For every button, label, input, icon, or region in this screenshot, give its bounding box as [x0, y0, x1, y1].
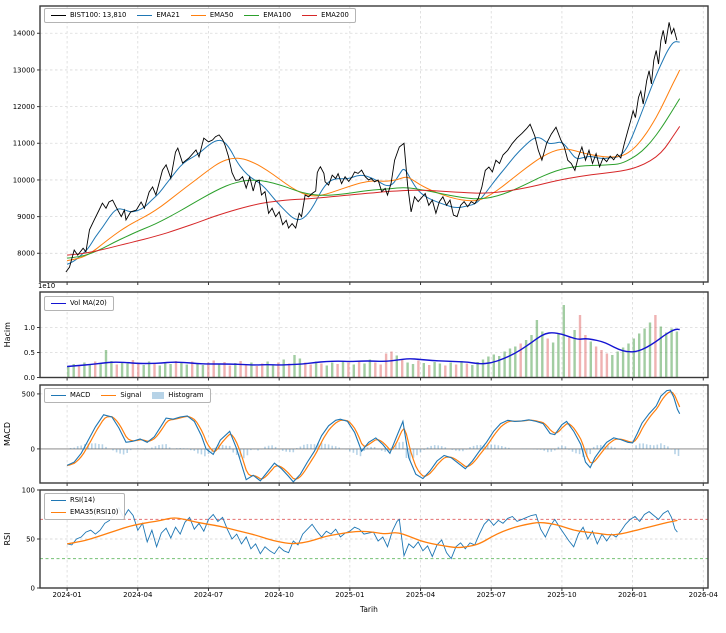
- macd-line: [66, 389, 681, 483]
- price-ytick-label: 11000: [13, 140, 35, 148]
- macd-histogram: [69, 441, 680, 461]
- price-ytick-label: 8000: [17, 250, 35, 258]
- rsi-ytick-label: 50: [26, 535, 35, 543]
- x-tick-label: 2025-07: [477, 591, 506, 599]
- legend-item: MACD: [51, 391, 90, 400]
- price-ytick-label: 14000: [13, 30, 35, 38]
- x-tick-label: 2024-01: [52, 591, 81, 599]
- price-panel-border: [39, 5, 709, 283]
- legend-label: Histogram: [168, 391, 204, 399]
- rsi-ylabel: RSI: [3, 533, 12, 546]
- price-ytick-label: 10000: [13, 176, 35, 184]
- macd-panel-border: [39, 384, 709, 484]
- macd-ytick-label: 0: [31, 445, 35, 453]
- price-ytick-label: 13000: [13, 66, 35, 74]
- legend-item: Signal: [101, 391, 141, 400]
- volume-bars: [67, 305, 679, 378]
- legend-line-swatch: [137, 14, 153, 16]
- macd-ylabel: MACD: [3, 422, 12, 446]
- volume-ytick-label: 0.5: [24, 349, 35, 357]
- x-tick-label: 2026-01: [618, 591, 647, 599]
- ema200-line: [67, 126, 681, 256]
- legend-label: EMA35(RSI10): [70, 507, 119, 516]
- rsi-ytick-label: 100: [22, 486, 35, 494]
- ema21-line: [66, 41, 680, 265]
- rsi-ema-line: [66, 517, 678, 549]
- legend-item: RSI(14): [51, 496, 95, 505]
- legend-label: EMA100: [263, 11, 292, 19]
- legend-label: BIST100: 13,810: [70, 11, 127, 19]
- legend-item: BIST100: 13,810: [51, 11, 126, 20]
- volume-ylabel: Hacim: [3, 322, 12, 348]
- legend-line-swatch: [51, 511, 66, 513]
- x-tick-label: 2025-04: [406, 591, 436, 599]
- legend-patch-swatch: [152, 391, 165, 399]
- legend-line-swatch: [101, 394, 117, 396]
- legend-item: EMA35(RSI10): [51, 508, 118, 517]
- macd-ytick-label: 500: [22, 390, 35, 398]
- legend-label: RSI(14): [70, 496, 95, 504]
- legend-item: EMA100: [244, 11, 291, 20]
- volume-panel: 0.0 0.5 1.0 Hacim: [3, 291, 709, 382]
- x-tick-label: 2025-01: [335, 591, 364, 599]
- signal-line: [67, 390, 681, 480]
- rsi-ytick-label: 0: [31, 584, 35, 592]
- volume-ytick-label: 1.0: [24, 324, 35, 332]
- volume-ma-line: [67, 328, 680, 368]
- legend-line-swatch: [302, 14, 318, 16]
- rsi-line: [67, 506, 678, 560]
- legend-line-swatch: [51, 499, 66, 501]
- x-axis-label: Tarih: [360, 605, 378, 614]
- legend-line-swatch: [51, 14, 66, 16]
- legend-item: EMA200: [302, 11, 349, 20]
- legend-label: EMA50: [209, 11, 234, 19]
- x-tick-label: 2025-10: [547, 591, 576, 599]
- legend-label: Vol MA(20): [70, 299, 107, 307]
- legend-label: Signal: [120, 391, 142, 399]
- x-tick-label: 2024-04: [123, 591, 153, 599]
- volume-axis-exponent-label: 1e10: [38, 282, 56, 290]
- legend-item: Vol MA(20): [51, 299, 107, 308]
- legend-item: Histogram: [152, 391, 204, 400]
- legend-line-swatch: [51, 394, 66, 396]
- x-tick-label: 2024-07: [194, 591, 223, 599]
- price-legend: BIST100: 13,810 EMA21 EMA50 EMA100 EMA200: [44, 8, 356, 23]
- rsi-legend: RSI(14) EMA35(RSI10): [44, 493, 126, 520]
- legend-line-swatch: [51, 302, 66, 304]
- price-ytick-label: 9000: [17, 213, 35, 221]
- legend-line-swatch: [190, 14, 206, 16]
- volume-panel-border: [39, 291, 709, 379]
- volume-ytick-label: 0.0: [24, 374, 35, 382]
- ema50-line: [67, 69, 681, 262]
- legend-item: EMA21: [137, 11, 180, 20]
- volume-legend: Vol MA(20): [44, 296, 114, 311]
- legend-label: MACD: [70, 391, 91, 399]
- macd-legend: MACD Signal Histogram: [44, 388, 211, 403]
- x-tick-label: 2024-10: [265, 591, 294, 599]
- price-panel: 8000 9000 10000 11000 12000 13000 14000: [13, 5, 709, 285]
- legend-line-swatch: [244, 14, 260, 16]
- price-ytick-label: 12000: [13, 103, 35, 111]
- legend-item: EMA50: [190, 11, 234, 20]
- macd-panel: 0 500 MACD: [3, 384, 709, 486]
- legend-label: EMA200: [321, 11, 349, 19]
- price-line: [65, 22, 678, 273]
- ema100-line: [67, 98, 681, 259]
- rsi-panel: 0 50 100 RSI: [3, 486, 709, 592]
- x-tick-label: 2026-04: [689, 591, 719, 599]
- legend-label: EMA21: [156, 11, 180, 19]
